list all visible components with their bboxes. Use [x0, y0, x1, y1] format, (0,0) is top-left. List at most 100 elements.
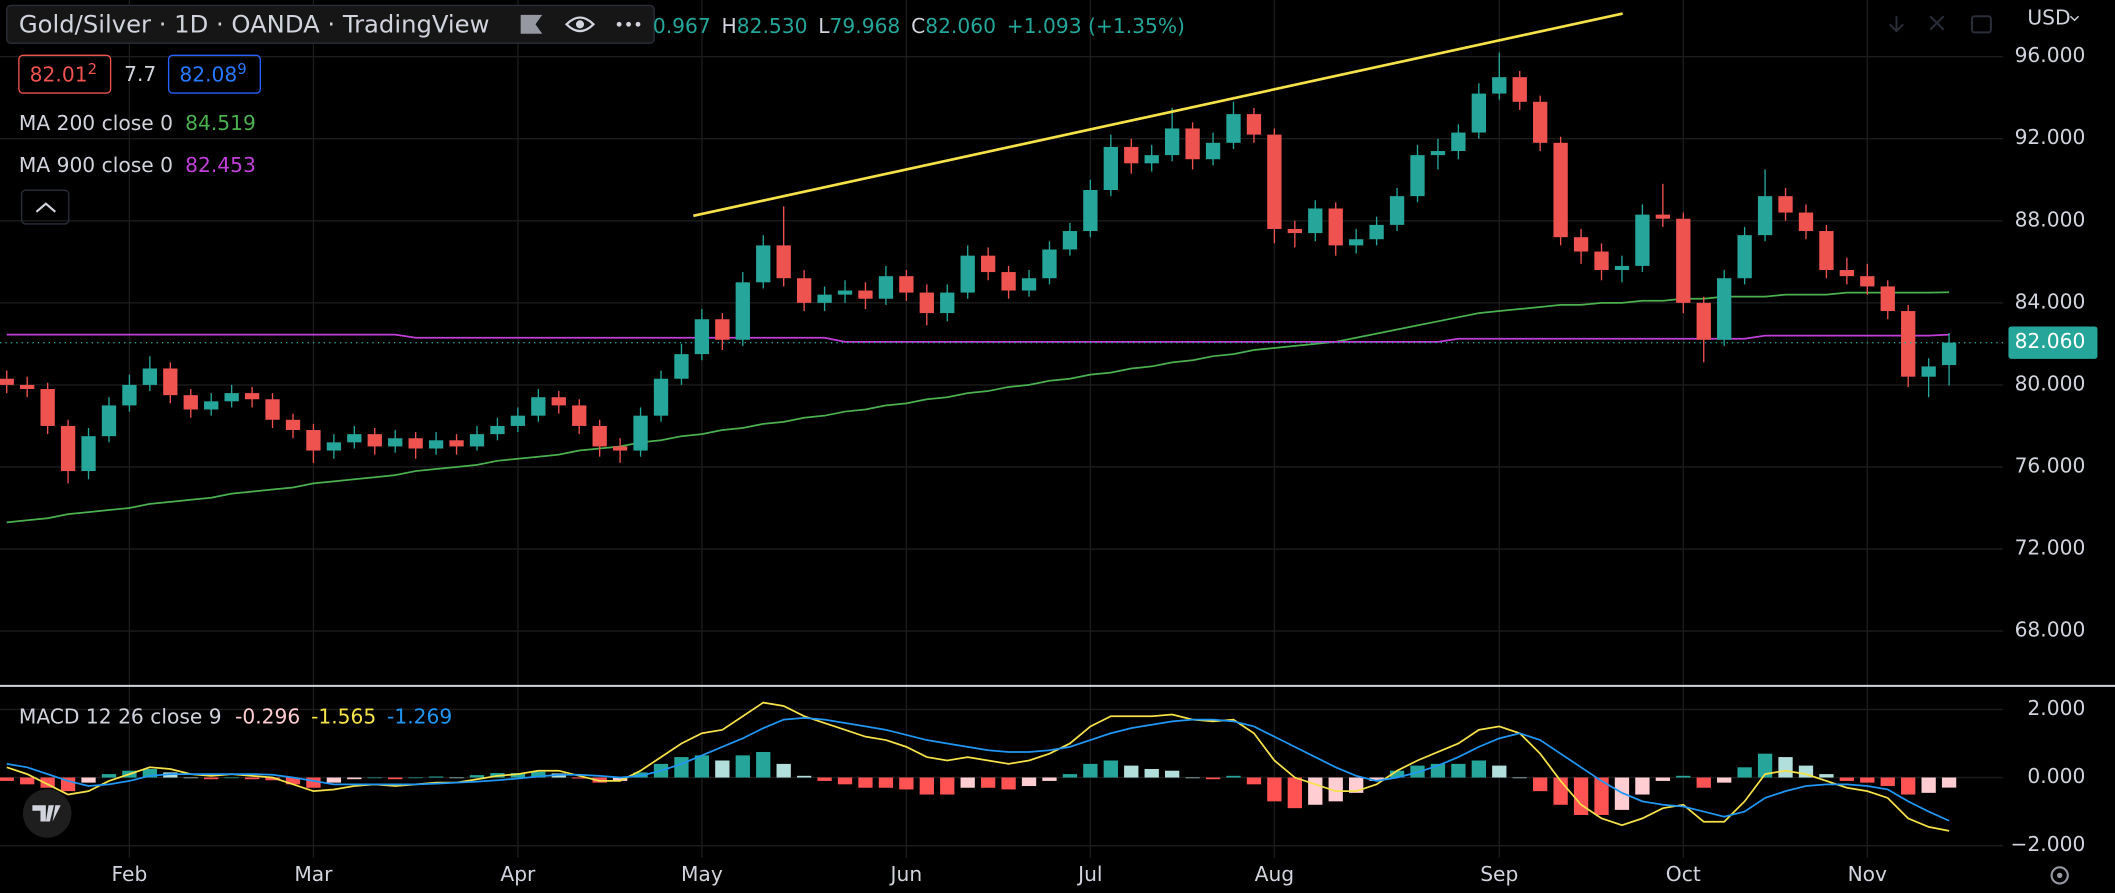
- histogram-bar: [81, 777, 96, 783]
- candle-body: [1676, 218, 1691, 303]
- ohlc-key: L: [818, 14, 830, 38]
- eye-pupil: [575, 20, 585, 29]
- histogram-bar: [1246, 777, 1262, 785]
- candle-body: [81, 436, 96, 472]
- histogram-bar: [1573, 777, 1589, 815]
- candle-body: [531, 397, 546, 416]
- histogram-bar: [694, 755, 710, 778]
- price-pane: [0, 52, 2004, 524]
- x-tick-label: Nov: [1848, 862, 1887, 886]
- candle-body: [1226, 114, 1241, 143]
- candle-body: [817, 294, 832, 303]
- legend-value: -1.565: [311, 704, 376, 728]
- menu-dot[interactable]: [635, 21, 641, 27]
- histogram-bar: [1594, 777, 1609, 815]
- candle-body: [0, 378, 14, 385]
- histogram-bar: [1901, 777, 1916, 795]
- ask-box[interactable]: [167, 54, 262, 94]
- candle-body: [796, 278, 812, 303]
- histogram-bar: [1226, 775, 1241, 778]
- histogram-bar: [1389, 770, 1405, 778]
- x-tick-label: Mar: [294, 862, 333, 886]
- menu-dot[interactable]: [616, 21, 622, 27]
- histogram-bar: [347, 777, 362, 780]
- candle-body: [163, 368, 178, 396]
- flag-icon[interactable]: [520, 14, 543, 34]
- candle-body: [1430, 151, 1446, 156]
- candle-body: [1941, 342, 1957, 366]
- candle-body: [1819, 231, 1834, 271]
- candle-body: [1492, 77, 1507, 94]
- trend-line[interactable]: [693, 12, 1623, 218]
- histogram-bar: [1941, 777, 1957, 788]
- close-icon[interactable]: [1929, 15, 1945, 31]
- candle-body: [1328, 208, 1343, 246]
- candle-body: [756, 245, 771, 283]
- y-tick-label: 84.000: [2015, 289, 2086, 313]
- gear-hub: [2056, 872, 2063, 879]
- candle-body: [1349, 239, 1364, 246]
- tv-logo[interactable]: [22, 789, 72, 838]
- legend-entry: MA 200 close 0 84.519: [19, 111, 256, 135]
- candle-body: [899, 276, 914, 293]
- ohlc-key: C: [911, 14, 925, 38]
- currency[interactable]: USD: [2027, 5, 2070, 29]
- x-tick-label: Sep: [1480, 862, 1518, 886]
- candle-body: [674, 354, 689, 379]
- download-icon[interactable]: [1889, 16, 1904, 33]
- candle-body: [1798, 212, 1814, 232]
- macd-pane: [0, 701, 1957, 832]
- candle-body: [1205, 142, 1221, 160]
- candle-body: [204, 401, 219, 410]
- candle-body: [408, 438, 423, 449]
- histogram-bar: [715, 760, 730, 778]
- candle-body: [1471, 93, 1486, 133]
- candle-body: [244, 393, 260, 400]
- candle-body: [694, 319, 710, 355]
- histogram-bar: [244, 777, 260, 780]
- candle-body: [1860, 276, 1875, 287]
- histogram-bar: [735, 755, 750, 778]
- candle-body: [1614, 265, 1630, 271]
- collapse-button[interactable]: [20, 189, 70, 225]
- candle-body: [428, 440, 444, 449]
- settings-icon[interactable]: [2050, 866, 2069, 885]
- candle-body: [1696, 302, 1711, 340]
- histogram-bar: [326, 777, 342, 783]
- candle-body: [1124, 146, 1139, 164]
- axes: Feb Mar Apr May Jun Jul Aug Sep Oct Nov96.00092.0…: [112, 43, 2098, 886]
- histogram-bar: [531, 771, 546, 778]
- histogram-bar: [1451, 763, 1466, 778]
- candle-body: [1757, 196, 1773, 236]
- candle-body: [1512, 77, 1527, 102]
- macd-line: [6, 701, 1950, 832]
- histogram-bar: [1369, 777, 1384, 781]
- candle-body: [1880, 286, 1895, 312]
- legend-entry: MA 900 close 0 82.453: [19, 152, 256, 176]
- candle-body: [633, 415, 648, 451]
- candle-body: [837, 290, 853, 295]
- histogram-bar: [960, 777, 975, 788]
- ask: 82.08: [179, 62, 237, 86]
- candle-body: [878, 276, 894, 299]
- ask-pip: 9: [237, 61, 246, 78]
- spread: 7.7: [124, 62, 156, 86]
- x-tick-label: Aug: [1255, 862, 1294, 886]
- bid-box[interactable]: [18, 54, 112, 94]
- histogram-bar: [878, 777, 894, 788]
- candle-body: [1573, 237, 1589, 252]
- histogram-bar: [183, 777, 198, 779]
- y-tick-label: 88.000: [2015, 207, 2086, 231]
- histogram-bar: [469, 775, 485, 778]
- fullscreen-icon[interactable]: [1971, 15, 1992, 34]
- y-tick-label: 76.000: [2015, 453, 2086, 477]
- legend-name: MA 200 close 0: [19, 111, 173, 135]
- chart-title: Gold/Silver · 1D · OANDA · TradingView: [19, 10, 490, 39]
- eye-icon[interactable]: [564, 16, 596, 33]
- menu-dot[interactable]: [626, 21, 631, 27]
- histogram-bar: [1144, 769, 1159, 778]
- y-tick-label: 72.000: [2015, 536, 2086, 560]
- histogram-bar: [572, 777, 587, 779]
- bid-price: 82.012: [30, 61, 97, 86]
- ohlc-value: +1.093 (+1.35%): [1007, 14, 1185, 38]
